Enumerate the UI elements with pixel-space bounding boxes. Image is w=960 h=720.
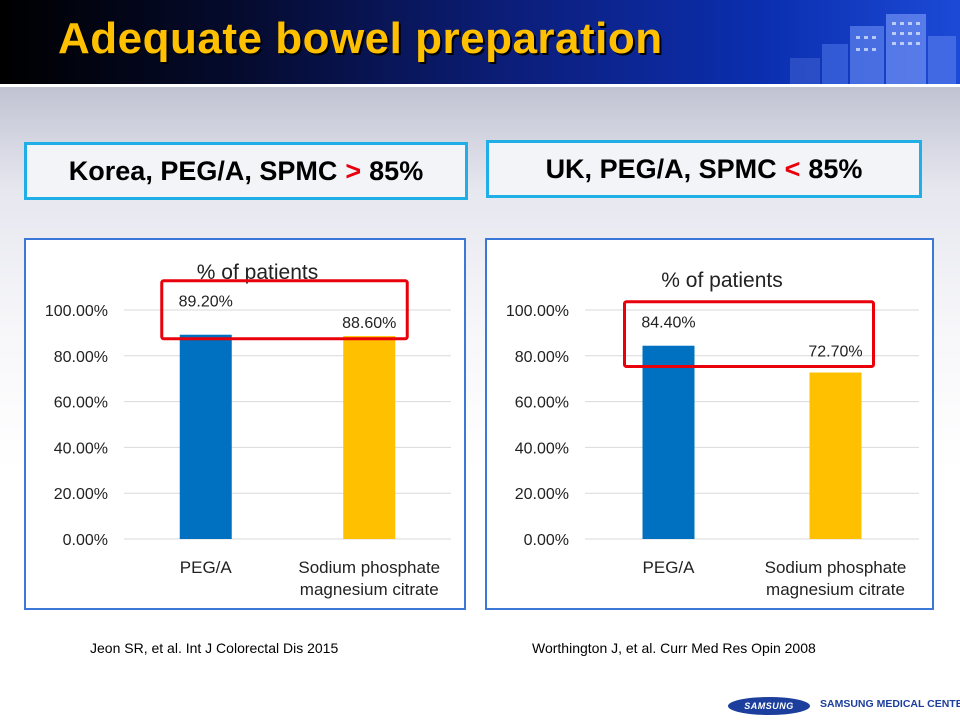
y-tick-label: 80.00% — [54, 349, 108, 366]
y-tick-label: 40.00% — [515, 440, 569, 457]
header-divider — [0, 84, 960, 87]
data-label: 72.70% — [808, 344, 862, 361]
chart-korea: % of patients 0.00% 20.00% 40.00% 60.00% 80.0… — [24, 238, 466, 610]
citation-korea: Jeon SR, et al. Int J Colorectal Dis 201… — [90, 640, 339, 656]
chart-title: % of patients — [661, 269, 782, 292]
category-label: Sodium phosphate — [765, 558, 907, 577]
y-tick-label: 60.00% — [515, 395, 569, 412]
header-banner: Adequate bowel preparation — [0, 0, 960, 84]
slide-title: Adequate bowel preparation — [58, 14, 663, 63]
claim-value: 85% — [369, 155, 424, 186]
claim-operator: > — [345, 155, 362, 186]
footer-organization: SAMSUNG MEDICAL CENTER — [820, 698, 960, 710]
bar — [809, 372, 862, 539]
y-tick-label: 40.00% — [54, 440, 108, 457]
category-label: magnesium citrate — [300, 580, 439, 599]
highlight-box — [623, 300, 875, 369]
category-label: Sodium phosphate — [298, 558, 440, 577]
data-label: 84.40% — [641, 315, 695, 332]
y-tick-label: 60.00% — [54, 395, 108, 412]
claim-box-korea: Korea, PEG/A, SPMC > 85% — [24, 142, 468, 200]
category-label: PEG/A — [643, 558, 696, 577]
data-label: 88.60% — [342, 315, 396, 332]
claim-operator: < — [784, 153, 801, 184]
chart-title: % of patients — [197, 261, 318, 284]
y-tick-label: 20.00% — [54, 486, 108, 503]
bar-chart-korea: % of patients 0.00% 20.00% 40.00% 60.00% 80.0… — [45, 261, 451, 599]
bar — [343, 336, 396, 539]
claim-value: 85% — [808, 153, 863, 184]
bar — [642, 345, 695, 539]
y-tick-label: 100.00% — [506, 303, 569, 320]
y-tick-label: 20.00% — [515, 486, 569, 503]
claim-text: Korea, PEG/A, SPMC — [68, 155, 338, 186]
data-label: 89.20% — [179, 294, 233, 311]
bar-chart-uk: % of patients 0.00% 20.00% 40.00% 60.00% 80.0… — [506, 269, 919, 599]
y-tick-label: 0.00% — [524, 532, 569, 549]
category-label: PEG/A — [180, 558, 233, 577]
samsung-logo: SAMSUNG — [728, 697, 810, 715]
y-tick-label: 80.00% — [515, 349, 569, 366]
highlight-box — [160, 279, 409, 341]
category-label: magnesium citrate — [766, 580, 905, 599]
y-tick-label: 0.00% — [63, 532, 108, 549]
citation-uk: Worthington J, et al. Curr Med Res Opin … — [532, 640, 816, 656]
chart-uk: % of patients 0.00% 20.00% 40.00% 60.00% 80.0… — [485, 238, 934, 610]
claim-box-uk: UK, PEG/A, SPMC < 85% — [486, 140, 922, 198]
claim-text: UK, PEG/A, SPMC — [545, 153, 777, 184]
y-tick-label: 100.00% — [45, 303, 108, 320]
bar — [179, 334, 232, 539]
hospital-buildings-icon — [790, 14, 956, 84]
